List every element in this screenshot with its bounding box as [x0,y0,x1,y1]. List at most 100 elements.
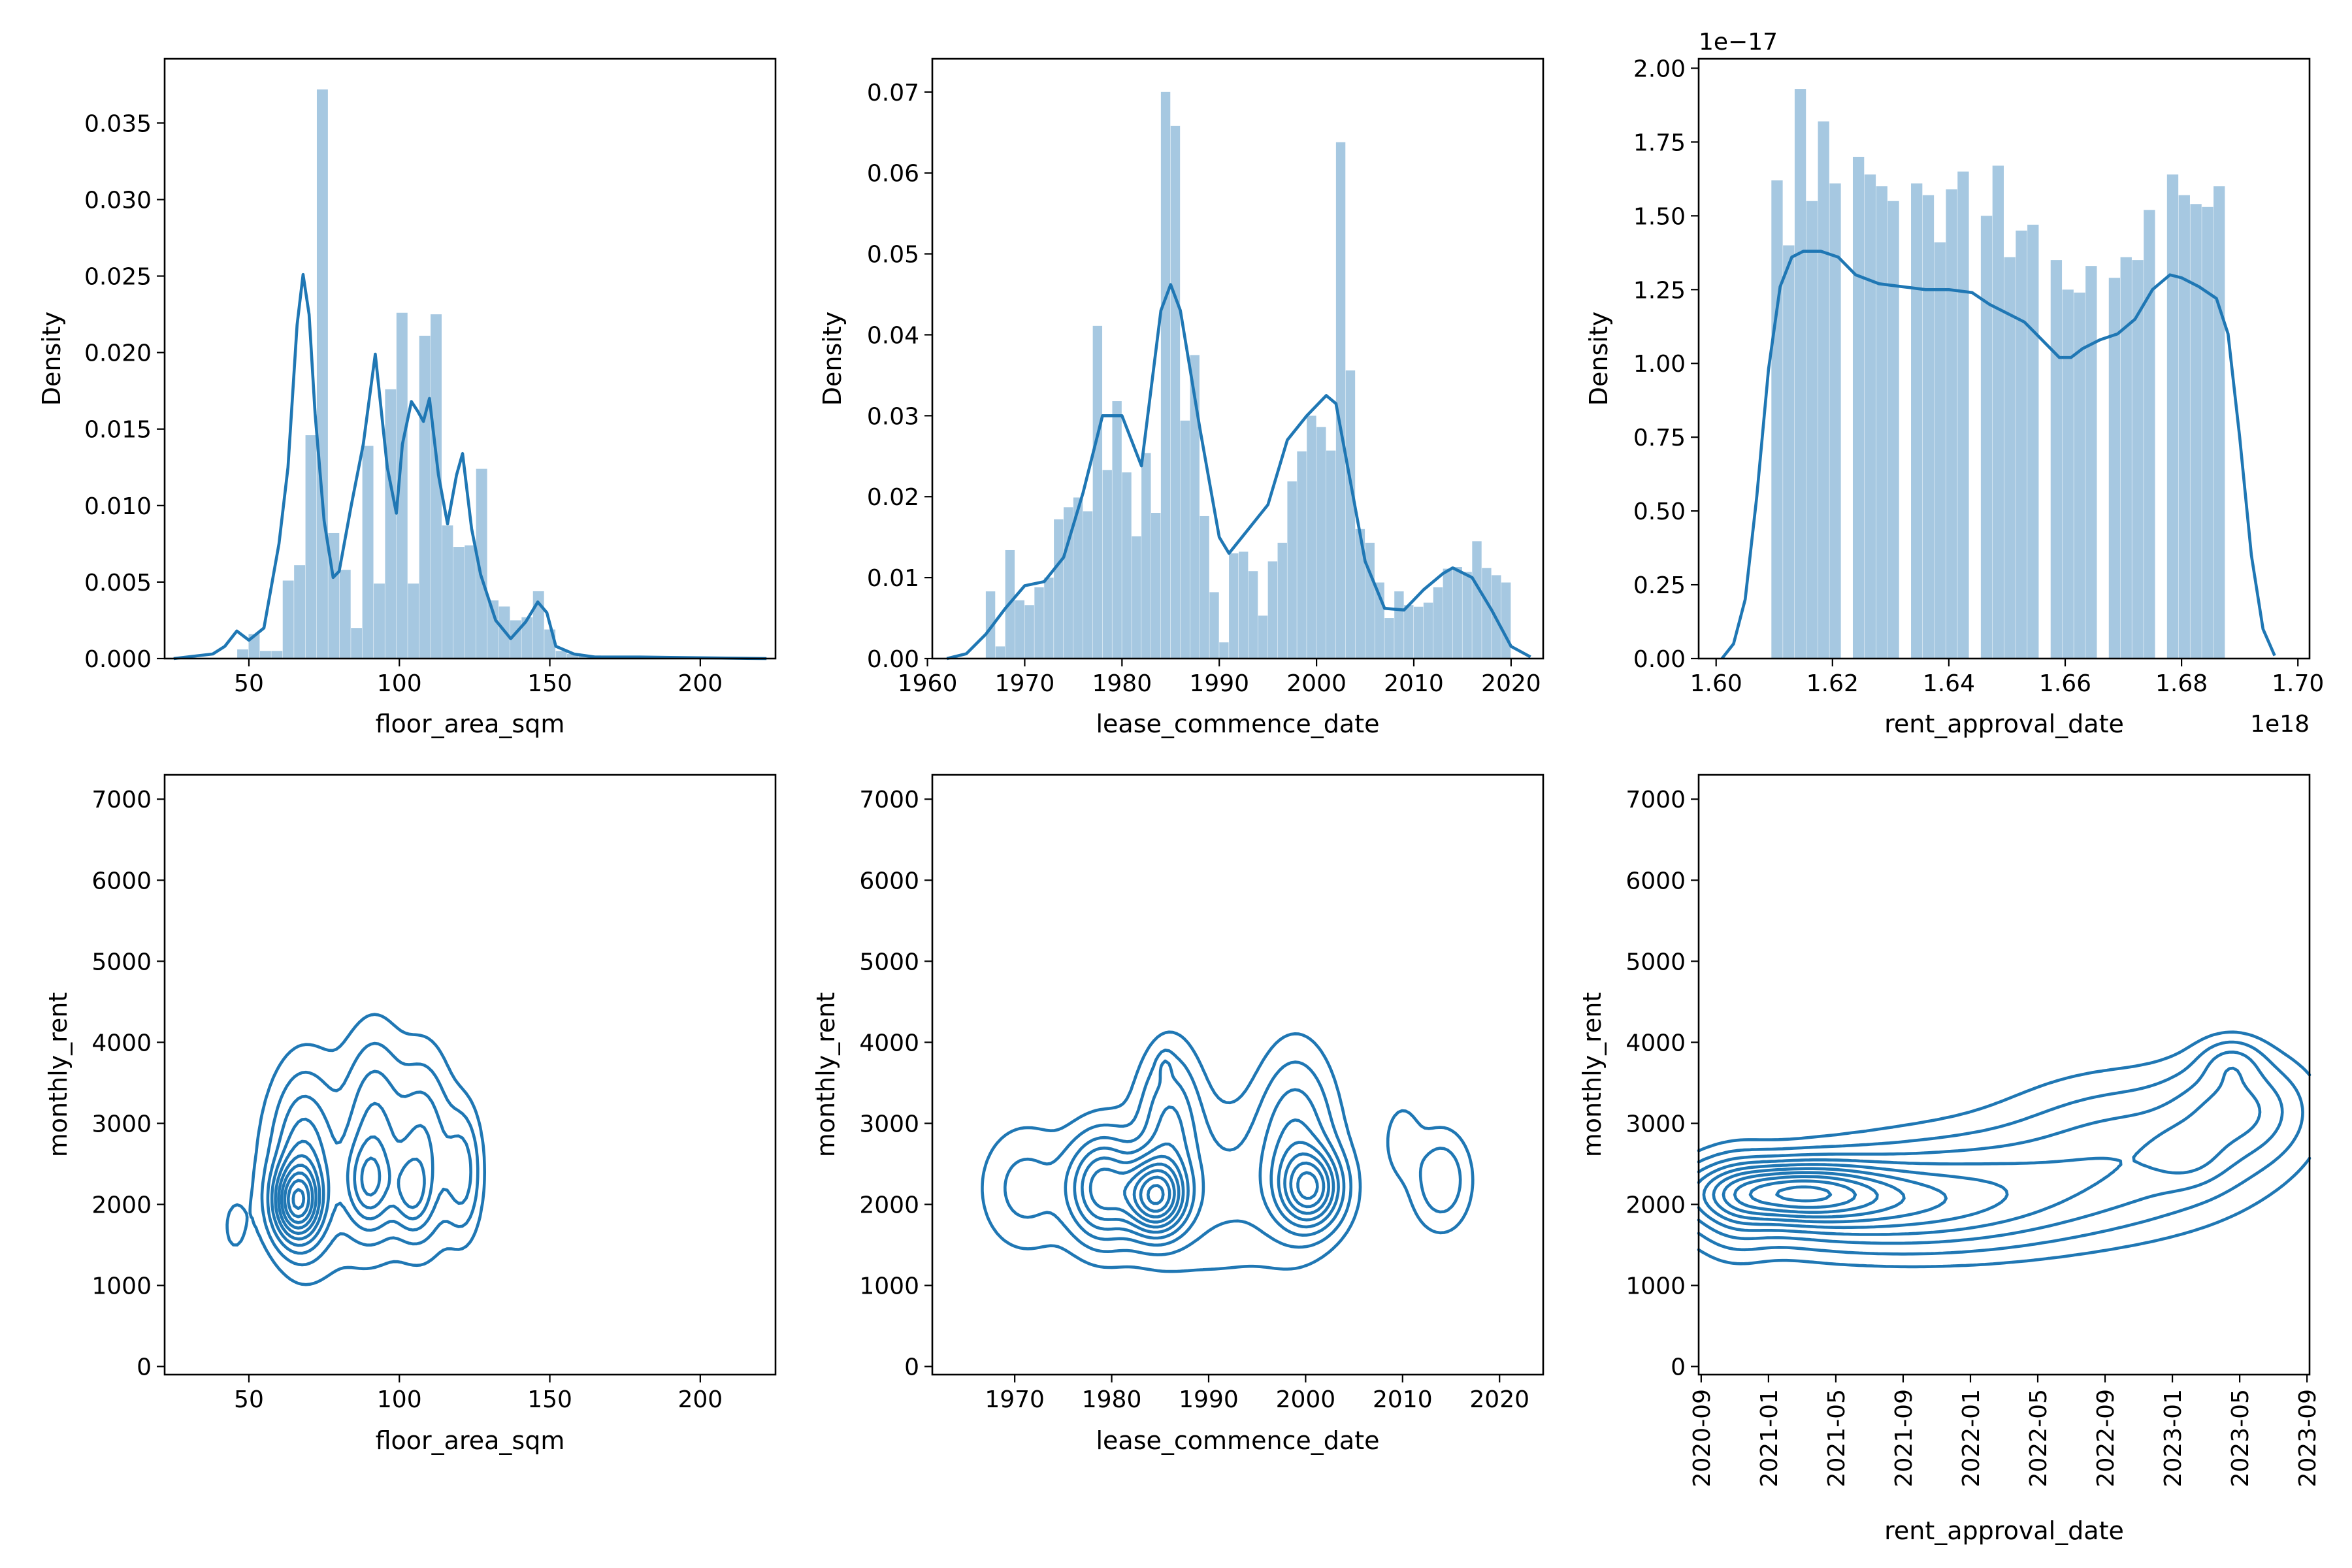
hist-bar [1307,416,1316,659]
y-tick-label: 5000 [91,949,152,975]
x-tick-label: 2022-09 [2093,1389,2119,1487]
kde-contour-level [1004,1049,1462,1256]
x-tick-label: 2022-05 [2025,1389,2052,1487]
kde-contour-level [1702,1163,2009,1230]
x-offset-label: 1e18 [2250,711,2310,738]
y-tick-label: 6000 [1625,868,1686,894]
kde-contour-level [1088,1152,1330,1229]
hist-bar [1423,602,1433,659]
x-axis-label: lease_commence_date [1096,1426,1380,1455]
x-tick-label: 1.60 [1690,670,1742,697]
x-tick-label: 1970 [995,670,1055,697]
hist-bar [1238,551,1249,659]
x-tick-label: 1.68 [2155,670,2208,697]
hist-bar [578,655,590,659]
hist-bar [1501,582,1511,659]
hist-bar [2108,278,2121,659]
y-tick-label: 0.06 [867,161,919,188]
x-tick-label: 50 [234,670,264,697]
hist-bar [1102,470,1112,659]
hist-bar [521,617,533,659]
ticks: 1.60 1.62 1.64 1.66 1.68 1.70 0.00 0.25 0.50 0.75… [1633,56,2324,697]
x-tick-label: 200 [678,1386,723,1413]
y-tick-label: 0.25 [1633,572,1686,599]
x-tick-label: 2010 [1373,1386,1433,1413]
y-axis-label: Density [818,312,847,406]
hist-bar [1771,180,1783,659]
hist-bar [1015,600,1024,659]
y-tick-label: 0.020 [84,340,152,367]
hist-bar [2074,292,2085,659]
x-tick-label: 2022-01 [1958,1389,1985,1487]
y-tick-label: 0.035 [84,110,152,137]
hist-bar [2004,257,2016,659]
kde-contour-level [1064,1059,1346,1247]
y-tick-label: 7000 [91,787,152,813]
y-tick-label: 1.25 [1633,277,1686,304]
y-tick-label: 3000 [1625,1111,1686,1137]
kde-line [946,283,1531,661]
y-tick-label: 1.00 [1633,351,1686,378]
kde-contour-level [291,1188,306,1211]
panel-rent-approval-histogram: 1.60 1.62 1.64 1.66 1.68 1.70 0.00 0.25 0.50 0.75… [1584,29,2324,738]
hist-bar [1876,186,1887,659]
y-tick-label: 4000 [91,1030,152,1056]
hist-bar [1472,541,1482,659]
y-tick-label: 0.00 [1633,646,1686,673]
hist-bar [1112,401,1122,659]
hist-bar [1258,615,1268,659]
kde-contour-level [1139,1175,1171,1213]
y-tick-label: 5000 [859,949,919,975]
hist-bar [1160,91,1171,659]
hist-bar [1287,481,1297,659]
x-tick-label: 2020 [1481,670,1541,697]
hist-bar [374,583,385,659]
x-tick-label: 2010 [1384,670,1444,697]
kde-contour-level [1081,1141,1335,1234]
y-tick-label: 4000 [1625,1030,1686,1056]
x-tick-label: 100 [377,670,422,697]
hist-bar [282,580,294,659]
hist-bar [2202,206,2213,659]
panel-floor-area-histogram: 50 100 150 200 0.000 0.005 0.010 0.015 0.020 0.02… [37,57,777,738]
axes-frame [163,774,777,1376]
hist-bar [1024,605,1034,659]
y-tick-label: 7000 [859,787,919,813]
ticks: 50 100 150 200 0.000 0.005 0.010 0.015 0.020 0.02… [84,110,723,697]
hist-bar [1034,587,1044,659]
hist-bar [1992,165,2004,659]
hist-bar [1404,605,1414,659]
y-tick-label: 0 [1671,1354,1686,1381]
x-tick-label: 150 [527,1386,572,1413]
y-tick-label: 0 [137,1354,152,1381]
y-tick-label: 2000 [859,1192,919,1218]
y-tick-label: 0.010 [84,493,152,520]
x-tick-label: 2021-09 [1891,1389,1918,1487]
hist-bar [1806,201,1818,659]
hist-bar [1190,355,1200,659]
hist-bar [1054,519,1064,659]
hist-bar [305,435,317,659]
kde-contour-level [260,1041,480,1267]
y-tick-label: 0.000 [84,646,152,673]
hist-bar [1443,568,1453,659]
hist-bar [1277,542,1287,659]
kde-contour-level [266,1070,472,1255]
hist-bar [1783,245,1795,659]
x-axis-label: rent_approval_date [1884,1516,2124,1545]
hist-bar [1394,591,1404,659]
hist-bar [1297,451,1307,659]
hist-bar [1934,242,1946,659]
kde-contour-level [283,1171,314,1224]
hist-bar [339,570,351,659]
x-tick-label: 1980 [1082,1386,1142,1413]
y-tick-label: 0.07 [867,80,919,106]
hist-bar [555,651,567,659]
y-tick-label: 0.025 [84,264,152,291]
x-axis-label: floor_area_sqm [376,1426,565,1455]
kde-contour-level [225,1013,486,1286]
hist-bar [1219,642,1229,659]
hist-bar [1170,125,1181,659]
hist-bar [442,525,453,659]
